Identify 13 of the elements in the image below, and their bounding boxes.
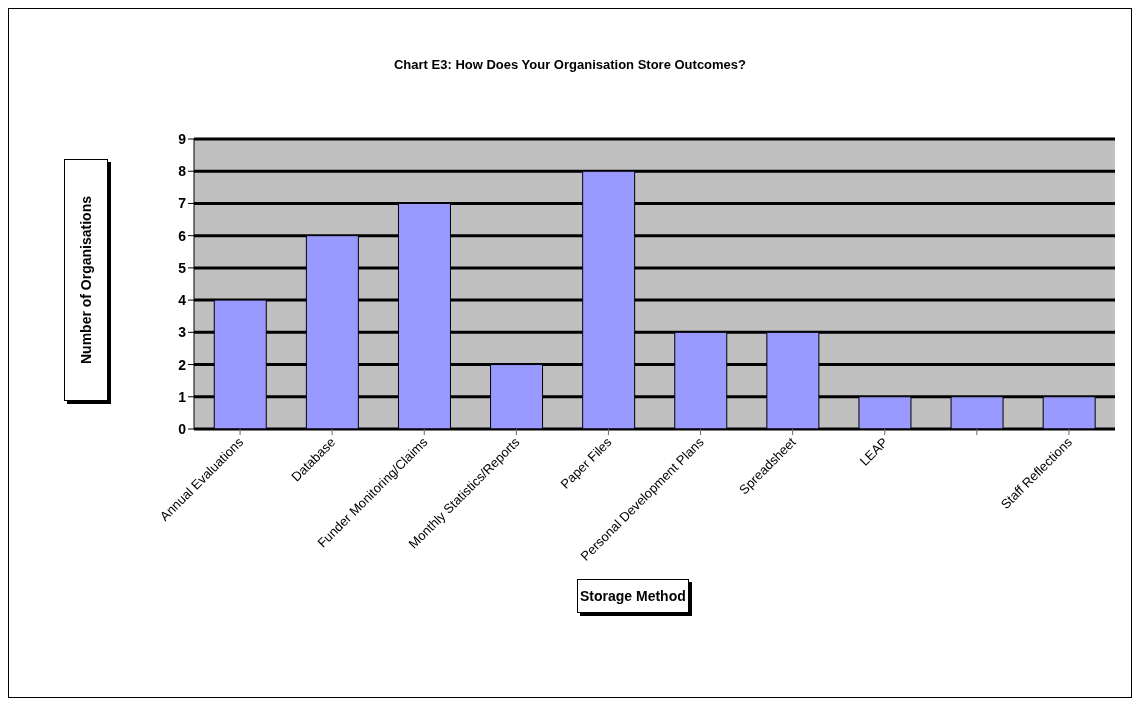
y-tick-label: 8 — [178, 163, 187, 180]
y-tick-label: 2 — [178, 356, 187, 373]
y-tick-label: 0 — [178, 420, 187, 437]
y-tick-label: 3 — [178, 324, 187, 341]
x-axis-title: Storage Method — [577, 579, 689, 613]
y-tick-label: 4 — [178, 292, 187, 309]
y-axis-title: Number of Organisations — [78, 195, 94, 365]
y-tick-label: 5 — [178, 259, 187, 276]
y-tick-label: 7 — [178, 195, 187, 212]
chart-title: Chart E3: How Does Your Organisation Store Outcomes? — [393, 57, 747, 72]
y-tick-label: 9 — [178, 130, 187, 147]
y-tick-label: 6 — [178, 227, 187, 244]
y-tick-label: 1 — [178, 388, 187, 405]
